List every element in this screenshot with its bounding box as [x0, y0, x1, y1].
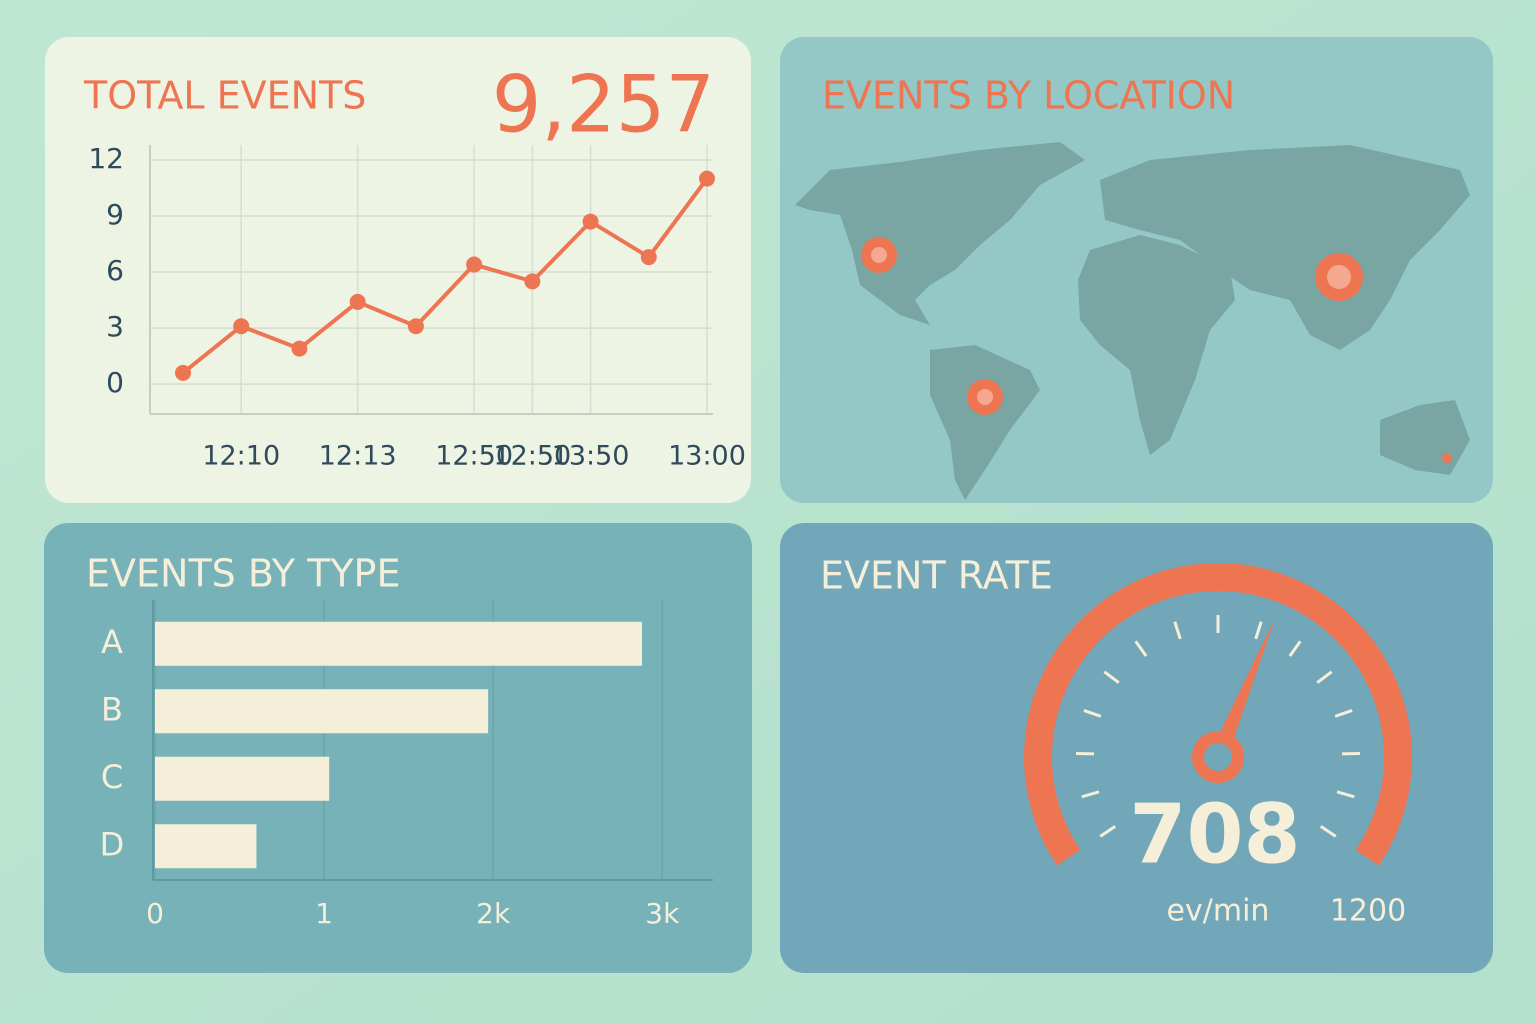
gauge-decor-tick [1319, 825, 1337, 838]
x-tick-label: 13:50 [552, 441, 630, 472]
gauge-needle [1209, 618, 1275, 761]
data-point [582, 213, 599, 230]
world-map [795, 142, 1470, 500]
y-tick-label: 3 [106, 310, 124, 343]
location-marker [977, 389, 993, 405]
data-point [407, 318, 424, 335]
bar [155, 756, 330, 801]
data-point [291, 340, 308, 357]
data-point [175, 364, 191, 381]
y-tick-label: B [101, 690, 123, 728]
panel-title: TOTAL EVENTS [83, 74, 366, 118]
y-tick-label: 12 [88, 142, 124, 175]
data-point [699, 170, 715, 187]
continent [1078, 235, 1235, 455]
data-point [233, 318, 250, 335]
data-point [349, 293, 366, 310]
line-series [181, 177, 709, 375]
panel [45, 37, 751, 503]
gauge-decor-tick [1316, 670, 1333, 684]
data-point [640, 249, 657, 266]
x-tick-label: 0 [146, 897, 164, 930]
gauge-hub [1192, 731, 1244, 783]
headline-value: 9,257 [492, 60, 715, 150]
gauge-decor-tick [1254, 621, 1263, 640]
panel [780, 523, 1493, 973]
panel-title: EVENTS BY LOCATION [822, 74, 1235, 118]
y-tick-label: A [101, 623, 123, 661]
gauge-arc [1024, 563, 1412, 866]
gauge-decor-tick [1134, 640, 1148, 657]
x-tick-label: 12:10 [202, 441, 280, 472]
gauge-decor-tick [1081, 790, 1100, 799]
x-tick-label: 3k [645, 897, 680, 930]
data-point [524, 273, 541, 290]
continent [795, 142, 1085, 325]
bar [155, 824, 257, 869]
y-tick-label: 6 [106, 254, 124, 287]
gauge-decor-tick [1083, 709, 1102, 718]
y-tick-label: 0 [106, 366, 124, 399]
x-tick-label: 2k [476, 897, 511, 930]
x-tick-label: 12:50 [435, 441, 513, 472]
location-marker [1442, 453, 1452, 463]
continent [930, 345, 1040, 500]
x-tick-label: 1 [315, 897, 333, 930]
panel-title: EVENTS BY TYPE [86, 552, 400, 596]
bar [155, 689, 489, 734]
gauge-decor-tick [1288, 640, 1302, 657]
gauge-max-label: 1200 [1330, 894, 1406, 929]
x-tick-label: 12:50 [493, 441, 571, 472]
gauge-decor-tick [1336, 790, 1355, 799]
gauge-decor-tick [1334, 709, 1353, 718]
continent [1100, 145, 1470, 350]
x-tick-label: 13:00 [668, 441, 746, 472]
location-marker [871, 247, 887, 263]
panel-title: EVENT RATE [820, 554, 1053, 598]
y-tick-label: 9 [106, 198, 124, 231]
location-marker [1327, 265, 1351, 289]
x-tick-label: 12:13 [319, 441, 397, 472]
y-tick-label: D [100, 825, 125, 863]
data-point [466, 256, 483, 273]
gauge-value: 708 [1129, 787, 1300, 882]
gauge-decor-tick [1103, 670, 1120, 684]
gauge-decor-tick [1099, 825, 1117, 838]
gauge-unit: ev/min [1167, 894, 1270, 929]
y-tick-label: C [101, 758, 123, 796]
bar [155, 621, 642, 666]
gauge-decor-tick [1173, 621, 1182, 640]
